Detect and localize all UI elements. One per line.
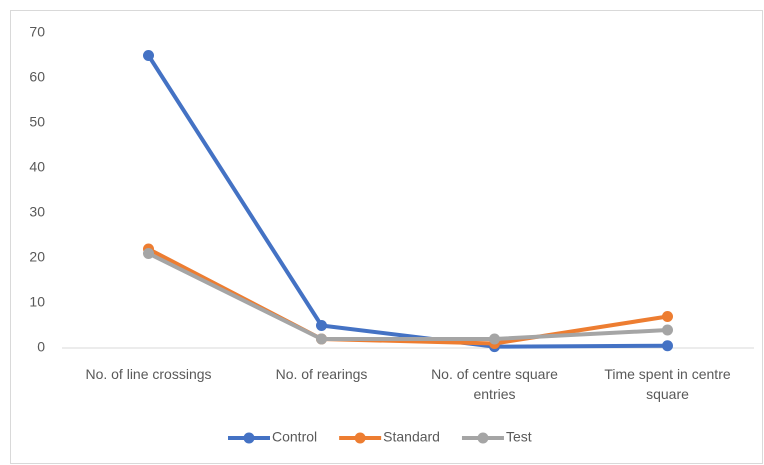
legend-label: Test <box>506 429 532 445</box>
data-point <box>489 333 500 345</box>
legend-label: Standard <box>383 429 440 445</box>
series-line <box>147 251 668 341</box>
y-tick-label: 40 <box>29 159 45 175</box>
legend-marker <box>243 432 255 444</box>
data-point <box>662 340 673 352</box>
series-line <box>146 54 668 349</box>
data-point <box>316 333 327 345</box>
series-line <box>147 247 668 346</box>
legend-label: Control <box>272 429 317 445</box>
chart-border <box>10 10 763 464</box>
x-tick-label: Time spent in centre square <box>604 366 731 402</box>
data-point <box>143 50 154 61</box>
x-tick-label: No. of line crossings <box>85 366 212 382</box>
y-tick-label: 50 <box>29 114 45 130</box>
y-tick-label: 30 <box>29 204 45 220</box>
y-tick-label: 20 <box>29 249 45 265</box>
legend-marker <box>477 432 489 444</box>
x-tick-label: No. of centre square entries <box>431 366 558 402</box>
y-tick-label: 60 <box>29 69 45 85</box>
data-point <box>662 311 673 322</box>
legend-marker <box>354 432 366 444</box>
data-point <box>143 248 154 259</box>
data-point <box>316 320 327 331</box>
y-tick-label: 70 <box>29 24 45 40</box>
y-tick-label: 0 <box>37 339 45 355</box>
x-tick-label: No. of rearings <box>275 366 368 382</box>
y-tick-label: 10 <box>29 294 45 310</box>
data-point <box>662 324 673 336</box>
